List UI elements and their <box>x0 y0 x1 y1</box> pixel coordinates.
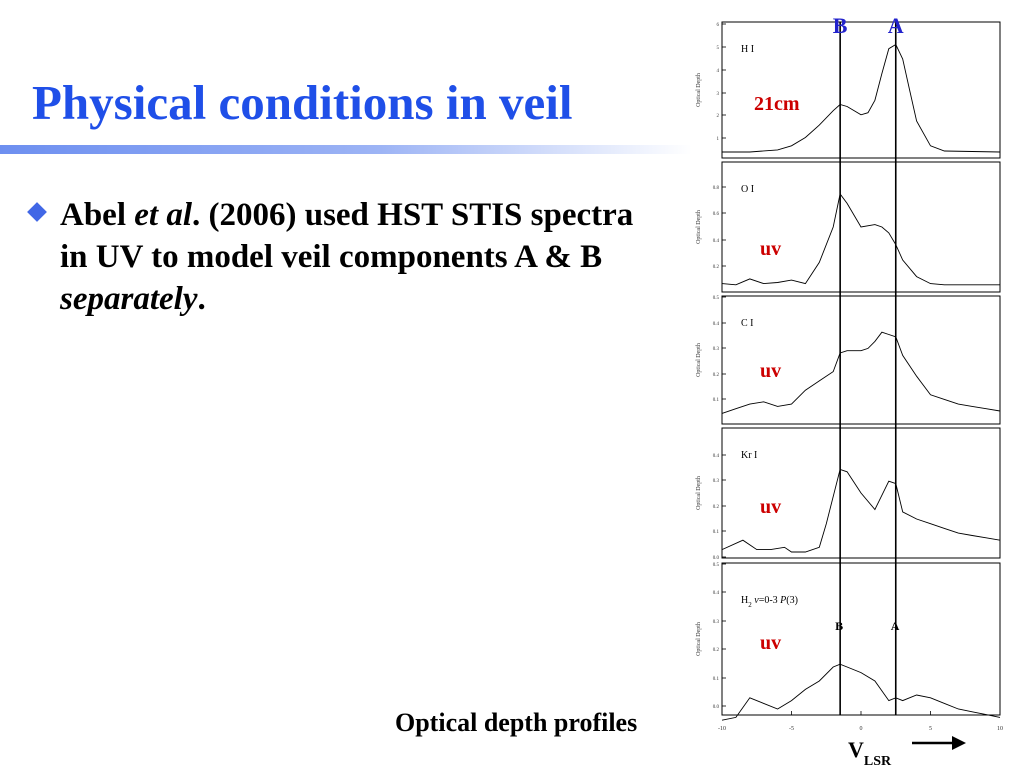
y-tick-label: 0.1 <box>713 530 720 535</box>
y-tick-label: 6 <box>717 23 720 28</box>
top-component-label: B <box>833 13 848 38</box>
y-tick-label: 0.5 <box>713 296 720 301</box>
panel-species-label: C I <box>741 318 754 329</box>
bullet-end: . <box>197 281 206 317</box>
y-tick-label: 0.2 <box>713 265 720 270</box>
x-tick-label: -5 <box>789 726 794 732</box>
y-tick-label: 5 <box>717 46 720 51</box>
y-axis-label: Optical Depth <box>696 476 702 510</box>
y-tick-label: 0.2 <box>713 648 720 653</box>
series-line <box>722 43 1001 153</box>
y-tick-label: 1 <box>717 137 720 142</box>
chart-caption: Optical depth profiles <box>395 708 638 737</box>
y-tick-label: 0.4 <box>713 454 720 459</box>
y-tick-label: 3 <box>717 92 720 97</box>
y-tick-label: 0.6 <box>713 212 720 217</box>
bullet-separately: separately <box>60 281 198 317</box>
series-line <box>721 192 1000 286</box>
y-tick-label: 0.1 <box>713 398 720 403</box>
bullet-etal: et al <box>134 197 192 233</box>
series-line <box>721 663 1001 721</box>
y-tick-label: 0.5 <box>713 563 720 568</box>
panel-species-label: Kr I <box>741 450 757 461</box>
bullet-mid: . (2006) used HST STIS spectra in UV to … <box>60 197 634 275</box>
arrow-right-icon <box>952 736 966 750</box>
y-axis-label: Optical Depth <box>696 343 702 377</box>
bullet-text: Abel et al. (2006) used HST STIS spectra… <box>60 194 660 320</box>
y-tick-label: 0.8 <box>713 186 720 191</box>
y-tick-label: 0.3 <box>713 479 720 484</box>
panel-frame <box>721 295 1001 425</box>
panel-frame <box>721 427 1001 559</box>
y-tick-label: 0.4 <box>713 591 720 596</box>
panel-note: uv <box>760 632 781 654</box>
y-tick-label: 0.2 <box>713 505 720 510</box>
y-axis-label: Optical Depth <box>696 210 702 244</box>
y-tick-label: 0.1 <box>713 677 720 682</box>
panel-note: uv <box>760 360 781 382</box>
panel-species-label: H2 v=0-3 P(3) <box>741 595 798 609</box>
x-tick-label: 0 <box>860 726 863 732</box>
x-axis-label: VLSR <box>848 737 892 768</box>
y-tick-label: 0.0 <box>713 705 720 710</box>
y-tick-label: 0.0 <box>713 556 720 561</box>
y-tick-label: 0.3 <box>713 620 720 625</box>
panel-note: 21cm <box>754 93 800 115</box>
panel-frame <box>721 161 1001 293</box>
panel-species-label: O I <box>741 184 754 195</box>
panel-note: uv <box>760 496 781 518</box>
y-tick-label: 2 <box>717 114 720 119</box>
series-line <box>721 331 1001 414</box>
y-tick-label: 0.2 <box>713 373 720 378</box>
y-tick-label: 0.3 <box>713 347 720 352</box>
x-tick-label: -10 <box>718 726 726 732</box>
panel-frame <box>721 21 1001 159</box>
y-axis-label: Optical Depth <box>696 73 702 107</box>
series-line <box>721 468 1001 553</box>
top-component-label: A <box>888 13 904 38</box>
title-underline <box>0 145 692 154</box>
y-axis-label: Optical Depth <box>696 622 702 656</box>
panel-species-label: H I <box>741 44 754 55</box>
x-tick-label: 10 <box>997 726 1003 732</box>
y-tick-label: 0.4 <box>713 322 720 327</box>
bullet-author: Abel <box>60 197 135 233</box>
panel-note: uv <box>760 238 781 260</box>
y-tick-label: 4 <box>717 69 720 74</box>
y-tick-label: 0.4 <box>713 239 720 244</box>
slide-title: Physical conditions in veil <box>32 75 573 130</box>
panel-component-label: B <box>835 619 843 633</box>
x-tick-label: 5 <box>929 726 932 732</box>
